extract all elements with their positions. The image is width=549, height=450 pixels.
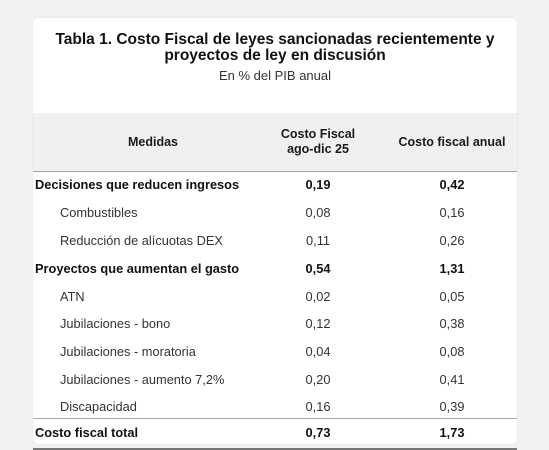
header-costo-fiscal-ago-dic: Costo Fiscal ago-dic 25 xyxy=(273,113,363,171)
table-row: Jubilaciones - moratoria 0,04 0,08 xyxy=(33,338,517,366)
table-row: Jubilaciones - bono 0,12 0,38 xyxy=(33,310,517,338)
row-value-ago-dic: 0,54 xyxy=(305,261,331,276)
row-value-ago-dic: 0,20 xyxy=(305,372,331,387)
table-row: Reducción de alícuotas DEX 0,11 0,26 xyxy=(33,227,517,255)
row-value-anual: 1,73 xyxy=(439,425,465,440)
table-row-total: Costo fiscal total 0,73 1,73 xyxy=(33,419,517,447)
row-label: Jubilaciones - bono xyxy=(60,316,171,331)
row-label: Reducción de alícuotas DEX xyxy=(60,233,223,248)
row-label: Combustibles xyxy=(60,205,138,220)
row-value-anual: 0,16 xyxy=(439,205,465,220)
row-value-ago-dic: 0,02 xyxy=(305,289,331,304)
row-value-ago-dic: 0,19 xyxy=(305,177,331,192)
row-value-anual: 0,41 xyxy=(439,372,465,387)
row-label: Jubilaciones - moratoria xyxy=(60,344,196,359)
table-row: ATN 0,02 0,05 xyxy=(33,283,517,311)
table-row: Proyectos que aumentan el gasto 0,54 1,3… xyxy=(33,255,517,283)
row-value-ago-dic: 0,04 xyxy=(305,344,331,359)
table-header: Medidas Costo Fiscal ago-dic 25 Costo fi… xyxy=(33,113,517,172)
header-costo-fiscal-line1: Costo Fiscal xyxy=(280,127,356,141)
header-costo-fiscal-line2: ago-dic 25 xyxy=(287,142,349,156)
table-row: Combustibles 0,08 0,16 xyxy=(33,199,517,227)
table-title: Tabla 1. Costo Fiscal de leyes sancionad… xyxy=(55,31,495,64)
row-value-anual: 1,31 xyxy=(439,261,465,276)
table-subtitle: En % del PIB anual xyxy=(218,68,332,83)
row-value-anual: 0,05 xyxy=(439,289,465,304)
row-value-anual: 0,08 xyxy=(439,344,465,359)
row-label: Proyectos que aumentan el gasto xyxy=(35,261,240,276)
total-divider xyxy=(33,418,517,419)
row-value-ago-dic: 0,16 xyxy=(305,399,331,414)
row-label: Jubilaciones - aumento 7,2% xyxy=(60,372,225,387)
header-costo-fiscal-anual: Costo fiscal anual xyxy=(398,134,506,149)
table-row: Jubilaciones - aumento 7,2% 0,20 0,41 xyxy=(33,366,517,394)
row-label: Costo fiscal total xyxy=(35,425,139,440)
row-value-anual: 0,38 xyxy=(439,316,465,331)
row-value-ago-dic: 0,73 xyxy=(305,425,331,440)
row-label: ATN xyxy=(60,289,85,304)
row-value-ago-dic: 0,12 xyxy=(305,316,331,331)
row-value-ago-dic: 0,08 xyxy=(305,205,331,220)
row-label: Discapacidad xyxy=(60,399,137,414)
header-medidas: Medidas xyxy=(127,134,178,149)
table-card: Tabla 1. Costo Fiscal de leyes sancionad… xyxy=(33,18,517,450)
table-row: Discapacidad 0,16 0,39 xyxy=(33,393,517,421)
row-label: Decisiones que reducen ingresos xyxy=(35,177,240,192)
row-value-anual: 0,26 xyxy=(439,233,465,248)
table-row: Decisiones que reducen ingresos 0,19 0,4… xyxy=(33,171,517,199)
row-value-anual: 0,39 xyxy=(439,399,465,414)
row-value-anual: 0,42 xyxy=(439,177,465,192)
row-value-ago-dic: 0,11 xyxy=(306,233,330,248)
